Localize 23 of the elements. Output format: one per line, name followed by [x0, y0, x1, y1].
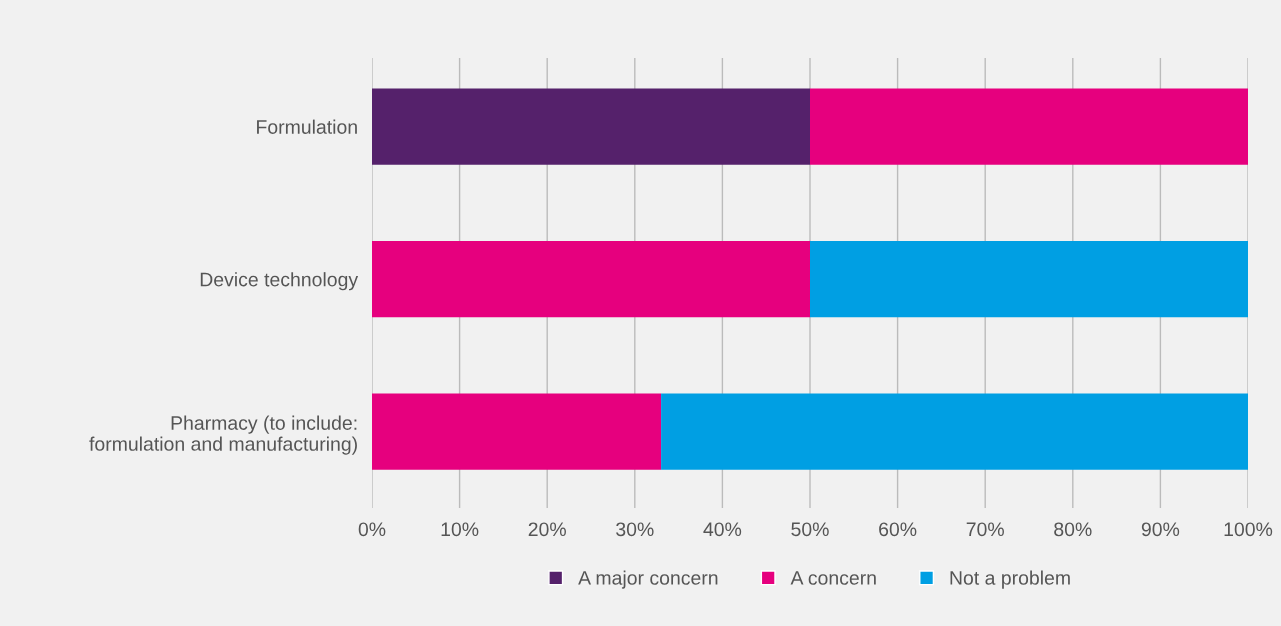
x-tick-label: 60% [879, 522, 917, 537]
x-tick-label: 90% [1141, 522, 1180, 537]
bar [372, 88, 810, 165]
bar [810, 241, 1248, 318]
bar [372, 393, 662, 470]
x-tick-label: 0% [358, 522, 386, 537]
bar [661, 393, 1248, 470]
legend-label: A concern [790, 571, 876, 585]
x-tick-label: 10% [441, 522, 479, 537]
bar [372, 241, 810, 318]
legend-label: Not a problem [950, 570, 1070, 589]
y-tick-label: Device technology [200, 272, 359, 291]
x-tick-label: 40% [703, 522, 742, 537]
y-tick-label: Pharmacy (to include: formulation and manufacturing) [89, 415, 357, 455]
x-tick-label: 50% [791, 522, 829, 537]
bar [810, 88, 1248, 165]
x-tick-label: 80% [1054, 522, 1092, 537]
legend-label: A major concern [578, 570, 718, 589]
x-tick-label: 30% [616, 522, 654, 537]
x-tick-label: 70% [966, 522, 1004, 537]
x-tick-label: 100% [1224, 522, 1273, 537]
x-tick-label: 20% [528, 522, 566, 537]
y-tick-label: Formulation [257, 119, 357, 134]
